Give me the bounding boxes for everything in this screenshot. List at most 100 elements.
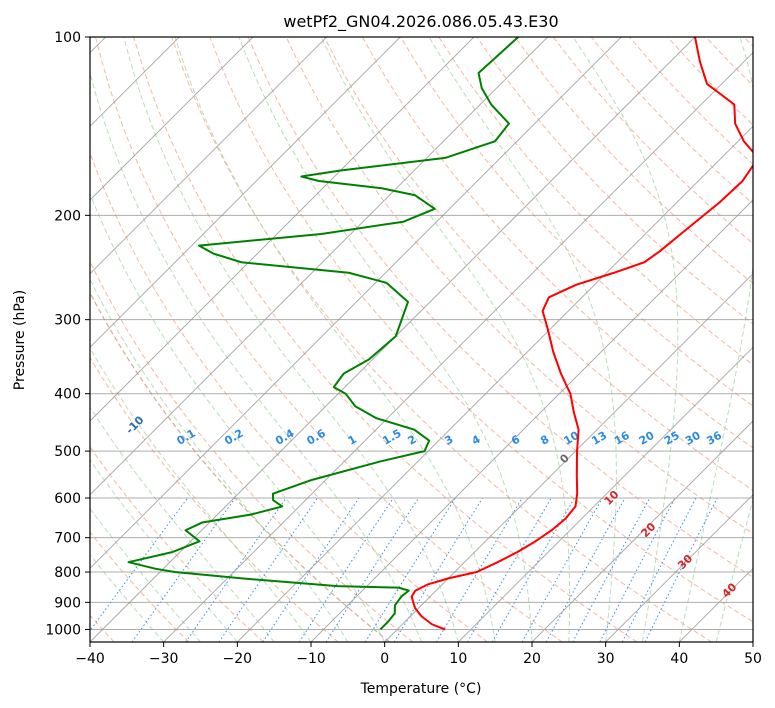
- dry-adiabat: [95, 37, 563, 642]
- isotherm: [163, 51, 753, 642]
- isotherm: [90, 37, 696, 642]
- y-tick-label: 700: [54, 531, 81, 547]
- moist-adiabat: [428, 37, 617, 642]
- dry-adiabats: [90, 37, 753, 642]
- mixing-ratio-line: [262, 497, 360, 642]
- mixing-ratio-label: 13: [589, 429, 609, 448]
- isotherm: [457, 346, 753, 642]
- y-tick-label: 500: [54, 444, 81, 460]
- profile-series: [127, 37, 753, 631]
- mixing-ratio-label: 0.4: [273, 427, 297, 448]
- dry-adiabat: [743, 37, 753, 47]
- isotherm: [90, 37, 181, 128]
- mixing-ratio-line: [435, 497, 523, 642]
- dry-adiabat: [90, 260, 414, 642]
- mixing-ratio-line: [545, 497, 626, 642]
- mixing-ratio-line: [90, 497, 188, 632]
- x-tick-label: −10: [296, 651, 326, 667]
- dry-adiabat-label: -10: [123, 413, 146, 436]
- dry-adiabat: [667, 37, 753, 126]
- dry-adiabat: [90, 356, 339, 642]
- mixing-ratio-label: 20: [637, 429, 657, 448]
- moist-adiabat: [90, 70, 422, 642]
- moist-adiabat: [174, 37, 496, 642]
- y-tick-label: 100: [54, 30, 81, 46]
- isotherm: [90, 37, 402, 349]
- moist-adiabat-label: 10: [602, 488, 622, 508]
- dry-adiabat: [590, 37, 753, 205]
- y-tick-label: 400: [54, 387, 81, 403]
- y-tick-label: 300: [54, 313, 81, 329]
- x-tick-label: 50: [744, 651, 762, 667]
- mixing-ratio-line: [572, 497, 651, 642]
- moist-adiabat-label: 40: [719, 580, 739, 600]
- mixing-ratio-lines: [90, 497, 718, 642]
- moist-adiabat: [320, 37, 571, 642]
- x-tick-label: −30: [149, 651, 179, 667]
- mixing-ratio-line: [218, 497, 318, 642]
- isotherms: [90, 37, 753, 642]
- moist-adiabat: [90, 347, 312, 642]
- mixing-ratio-line: [131, 497, 236, 642]
- y-tick-label: 200: [54, 208, 81, 224]
- dry-adiabat: [514, 37, 753, 285]
- isotherm: [90, 37, 623, 570]
- dry-adiabat: [400, 37, 753, 407]
- dry-adiabat: [362, 37, 753, 449]
- x-tick-label: 20: [523, 651, 541, 667]
- mixing-ratio-label: 25: [662, 429, 682, 448]
- dewpoint-line: [127, 37, 519, 631]
- moist-adiabat: [572, 37, 679, 642]
- mixing-ratio-line: [325, 497, 419, 642]
- mixing-ratio-line: [621, 497, 697, 642]
- moist-adiabat: [123, 37, 459, 642]
- moist-adiabat: [238, 37, 533, 642]
- isotherm: [531, 420, 753, 642]
- dry-adiabat: [705, 37, 753, 87]
- dry-adiabat: [90, 445, 264, 642]
- moist-adiabat: [90, 192, 386, 642]
- isotherm: [90, 37, 475, 422]
- moist-adiabat: [90, 278, 349, 642]
- dry-adiabat: [171, 37, 713, 642]
- x-tick-label: −20: [223, 651, 253, 667]
- mixing-ratio-label: 8: [538, 433, 551, 448]
- moist-adiabat: [90, 459, 238, 642]
- isotherm: [384, 272, 753, 642]
- dry-adiabat: [90, 151, 488, 642]
- y-tick-label: 800: [54, 565, 81, 581]
- mixing-ratio-label: 3: [442, 433, 455, 448]
- x-tick-label: 30: [597, 651, 615, 667]
- moist-adiabat-label: 20: [638, 520, 658, 540]
- mixing-ratio-line: [364, 497, 456, 642]
- x-tick-label: 0: [380, 651, 389, 667]
- isotherm: [752, 641, 753, 642]
- dry-adiabat: [285, 37, 753, 534]
- moist-adiabat-label: 0: [557, 451, 572, 466]
- isotherm: [90, 37, 549, 496]
- moist-adiabats: [90, 37, 753, 642]
- dry-adiabat: [209, 37, 753, 623]
- dry-adiabat: [133, 37, 638, 642]
- dry-adiabat: [323, 37, 753, 491]
- x-axis: −40 −30 −20 −10 0 10 20 30 40 50: [75, 642, 762, 667]
- x-axis-label: Temperature (°C): [360, 681, 482, 697]
- dry-adiabat: [438, 37, 753, 366]
- mixing-ratio-label: 1.5: [380, 427, 403, 448]
- mixing-ratio-label: 1: [346, 433, 359, 448]
- y-axis: 100 200 300 400 500 600 700 800 900 1000: [45, 30, 90, 638]
- y-tick-label: 600: [54, 491, 81, 507]
- moist-adiabat: [678, 37, 753, 642]
- plot-frame: [89, 36, 754, 643]
- mixing-ratio-line: [644, 497, 718, 642]
- mixing-ratio-label: 30: [683, 429, 703, 448]
- dry-adiabat: [90, 291, 390, 642]
- isotherm: [90, 37, 254, 201]
- x-tick-label: −40: [75, 651, 105, 667]
- x-tick-label: 40: [670, 651, 688, 667]
- isotherm: [605, 493, 753, 642]
- y-axis-label: Pressure (hPa): [12, 290, 28, 390]
- y-tick-label: 900: [54, 595, 81, 611]
- mixing-ratio-line: [393, 497, 483, 642]
- x-tick-label: 10: [449, 651, 467, 667]
